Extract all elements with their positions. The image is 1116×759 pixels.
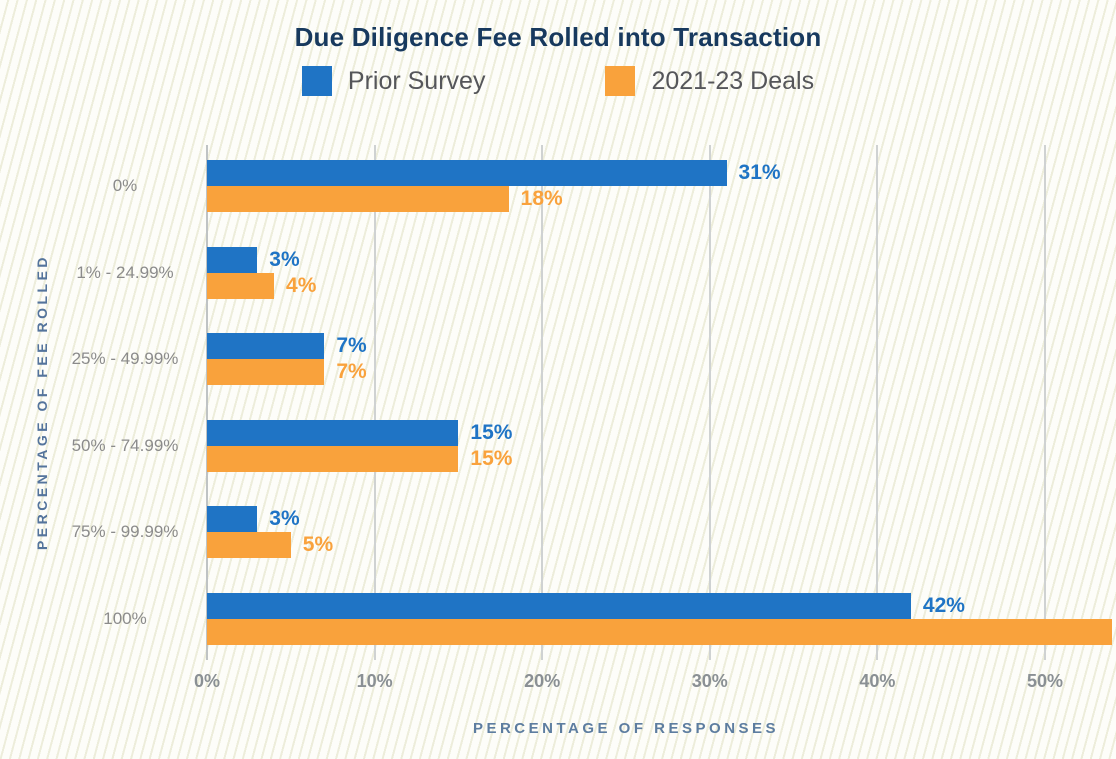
legend-item-prior-survey: Prior Survey xyxy=(301,66,486,96)
category-label: 75% - 99.99% xyxy=(71,522,179,542)
legend-swatch-prior-survey-icon xyxy=(301,66,332,96)
bar-value-label: 15% xyxy=(470,420,513,444)
x-tick-label: 40% xyxy=(859,671,896,691)
x-axis-title: PERCENTAGE OF RESPONSES xyxy=(472,720,780,737)
legend-item-2021-23-deals: 2021-23 Deals xyxy=(605,66,814,96)
gridline xyxy=(1044,145,1046,660)
bar-prior-survey xyxy=(207,246,258,273)
chart-title: Due Diligence Fee Rolled into Transactio… xyxy=(294,22,822,52)
x-tick-label: 10% xyxy=(356,671,393,691)
bar-value-label: 15% xyxy=(470,446,513,470)
legend-label-prior-survey: Prior Survey xyxy=(347,66,486,95)
x-tick-label: 50% xyxy=(1026,671,1064,691)
gridline xyxy=(708,145,711,660)
bar-value-label: 3% xyxy=(269,507,300,531)
gridline xyxy=(373,145,376,660)
bar-value-label: 31% xyxy=(738,161,781,184)
bar-value-label: 4% xyxy=(286,273,317,297)
bar-2021-23-deals xyxy=(207,272,275,299)
bar-value-label: 7% xyxy=(336,334,367,358)
legend-label-2021-23-deals: 2021-23 Deals xyxy=(651,66,815,95)
category-label: 50% - 74.99% xyxy=(71,435,179,455)
bar-prior-survey xyxy=(207,160,727,186)
legend-swatch-2021-23-deals-icon xyxy=(605,66,636,96)
x-tick-label: 30% xyxy=(691,671,728,691)
x-tick-label: 0% xyxy=(193,671,220,691)
y-axis-title: PERCENTAGE OF FEE ROLLED xyxy=(34,253,50,551)
category-label: 100% xyxy=(103,609,147,628)
bar-value-label: 18% xyxy=(520,187,563,210)
bar-prior-survey xyxy=(207,506,258,533)
category-label: 0% xyxy=(112,176,138,195)
bar-value-label: 5% xyxy=(302,533,334,557)
bar-value-label: 42% xyxy=(922,594,965,617)
legend: Prior Survey 2021-23 Deals xyxy=(0,66,1116,96)
gridline xyxy=(541,145,544,660)
bar-2021-23-deals xyxy=(207,359,325,386)
gridline xyxy=(876,145,879,660)
bar-prior-survey xyxy=(207,333,325,360)
bar-prior-survey xyxy=(207,593,911,619)
y-axis-line xyxy=(206,145,208,660)
x-tick-label: 20% xyxy=(524,671,561,691)
bar-value-label: 7% xyxy=(336,360,367,384)
bar-2021-23-deals xyxy=(207,445,459,472)
bar-prior-survey xyxy=(207,419,459,446)
bar-2021-23-deals xyxy=(207,532,291,559)
bar-value-label: 3% xyxy=(269,247,300,271)
bar-2021-23-deals xyxy=(207,619,1113,645)
category-label: 25% - 49.99% xyxy=(71,349,179,369)
category-label: 1% - 24.99% xyxy=(76,262,174,282)
bar-2021-23-deals xyxy=(207,186,509,212)
